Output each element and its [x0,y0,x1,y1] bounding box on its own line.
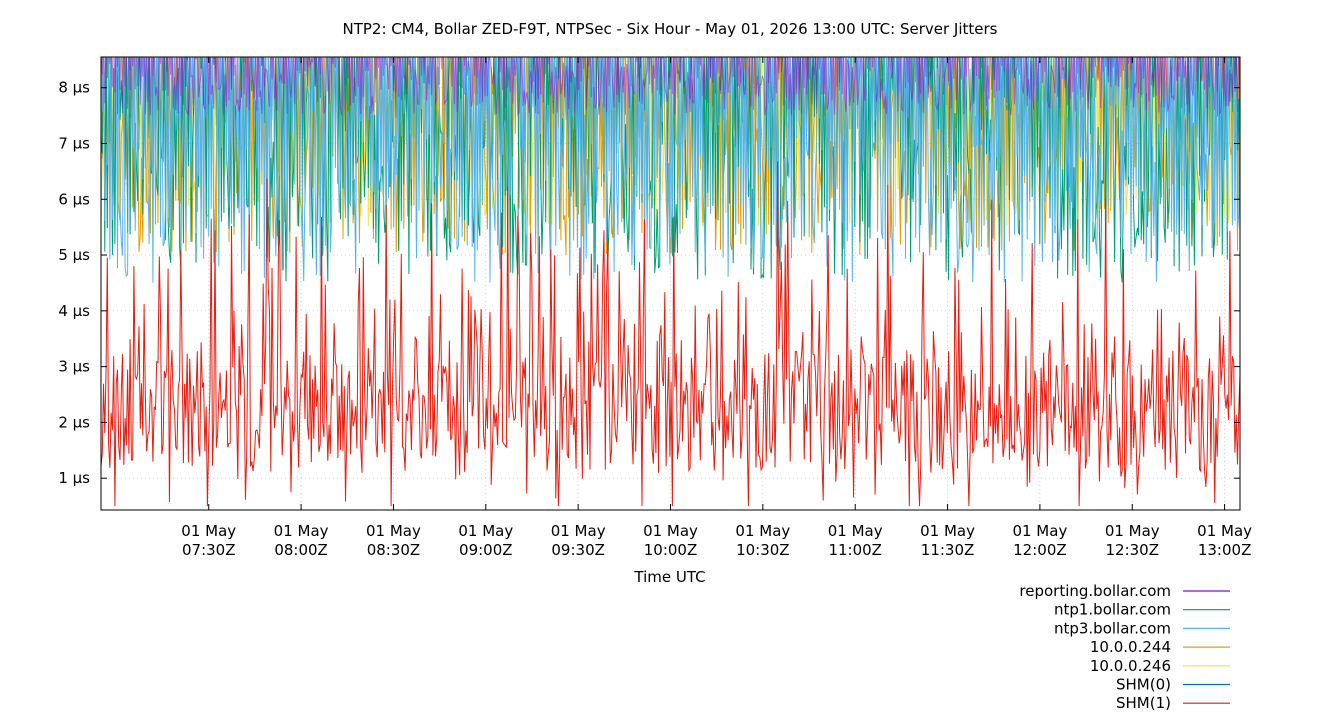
legend-label: SHM(0) [1116,676,1171,694]
x-tick-label-time: 09:00Z [459,541,513,559]
x-tick-label-date: 01 May [181,522,236,540]
y-tick-label: 8 µs [58,79,90,97]
chart-title: NTP2: CM4, Bollar ZED-F9T, NTPSec - Six … [342,20,997,38]
y-tick-label: 6 µs [58,190,90,208]
x-tick-label-time: 10:00Z [644,541,698,559]
x-tick-label-date: 01 May [1012,522,1067,540]
x-tick-label-time: 12:30Z [1105,541,1159,559]
x-tick-label-date: 01 May [643,522,698,540]
x-tick-label-time: 08:30Z [367,541,421,559]
x-tick-label-time: 11:30Z [921,541,975,559]
y-tick-label: 3 µs [58,358,90,376]
legend-label: ntp1.bollar.com [1054,601,1171,619]
legend-label: reporting.bollar.com [1019,582,1171,600]
y-tick-label: 5 µs [58,246,90,264]
x-tick-label-date: 01 May [735,522,790,540]
series-line-shm-1- [101,161,1240,507]
x-tick-label-date: 01 May [1105,522,1160,540]
x-tick-label-time: 12:00Z [1013,541,1067,559]
x-tick-label-time: 08:00Z [274,541,328,559]
x-tick-label-date: 01 May [1197,522,1252,540]
y-tick-label: 4 µs [58,302,90,320]
y-tick-label: 7 µs [58,134,90,152]
x-tick-label-date: 01 May [828,522,883,540]
y-tick-label: 1 µs [58,469,90,487]
legend-label: ntp3.bollar.com [1054,619,1171,637]
x-axis-label: Time UTC [633,568,705,586]
x-tick-label-date: 01 May [458,522,513,540]
y-tick-label: 2 µs [58,413,90,431]
series-layer [101,57,1240,507]
legend: reporting.bollar.comntp1.bollar.comntp3.… [1019,582,1230,712]
x-tick-label-time: 10:30Z [736,541,790,559]
x-tick-label-time: 11:00Z [828,541,882,559]
x-tick-label-time: 07:30Z [182,541,236,559]
y-axis: 1 µs 2 µs 3 µs 4 µs 5 µs 6 µs 7 µs 8 µs [58,79,1240,487]
x-tick-label-date: 01 May [366,522,421,540]
series-line-reporting-bollar-com [101,57,1240,117]
legend-label: SHM(1) [1116,694,1171,712]
legend-label: 10.0.0.244 [1090,638,1171,656]
x-tick-label-time: 09:30Z [551,541,605,559]
x-tick-label-date: 01 May [274,522,329,540]
x-tick-label-date: 01 May [920,522,975,540]
legend-label: 10.0.0.246 [1090,657,1171,675]
series-line-ntp3-bollar-com [101,57,1240,283]
x-tick-label-date: 01 May [551,522,606,540]
x-tick-label-time: 13:00Z [1198,541,1252,559]
